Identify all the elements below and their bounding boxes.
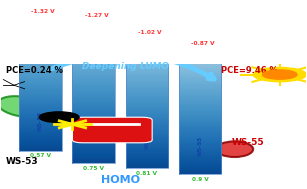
Text: WS-53: WS-53 — [6, 157, 39, 166]
Text: PCE=0.24 %: PCE=0.24 % — [6, 66, 63, 75]
Circle shape — [39, 112, 79, 122]
Text: WS-53: WS-53 — [38, 111, 43, 131]
Text: HOMO: HOMO — [101, 175, 140, 185]
Text: -1.27 V: -1.27 V — [84, 13, 108, 18]
Text: -1.02 V: -1.02 V — [138, 30, 161, 36]
Text: -1.32 V: -1.32 V — [31, 9, 55, 14]
Text: PCE=9.46 %: PCE=9.46 % — [221, 66, 278, 75]
Circle shape — [262, 70, 297, 79]
FancyBboxPatch shape — [72, 117, 152, 143]
Text: 0.57 V: 0.57 V — [30, 153, 51, 158]
Text: WS-52: WS-52 — [91, 122, 96, 142]
Text: 0.81 V: 0.81 V — [136, 170, 157, 176]
Text: WS-54: WS-54 — [144, 129, 150, 149]
FancyArrowPatch shape — [49, 54, 214, 79]
Text: 0.9 V: 0.9 V — [192, 177, 208, 182]
Text: WS-55: WS-55 — [232, 138, 265, 147]
Ellipse shape — [0, 96, 46, 117]
Circle shape — [253, 67, 306, 82]
Ellipse shape — [216, 141, 253, 157]
Text: -0.87 V: -0.87 V — [191, 41, 214, 46]
Text: Deepening LUMO: Deepening LUMO — [82, 62, 169, 71]
Text: 0.75 V: 0.75 V — [83, 166, 104, 171]
Text: WS-55: WS-55 — [197, 136, 203, 156]
